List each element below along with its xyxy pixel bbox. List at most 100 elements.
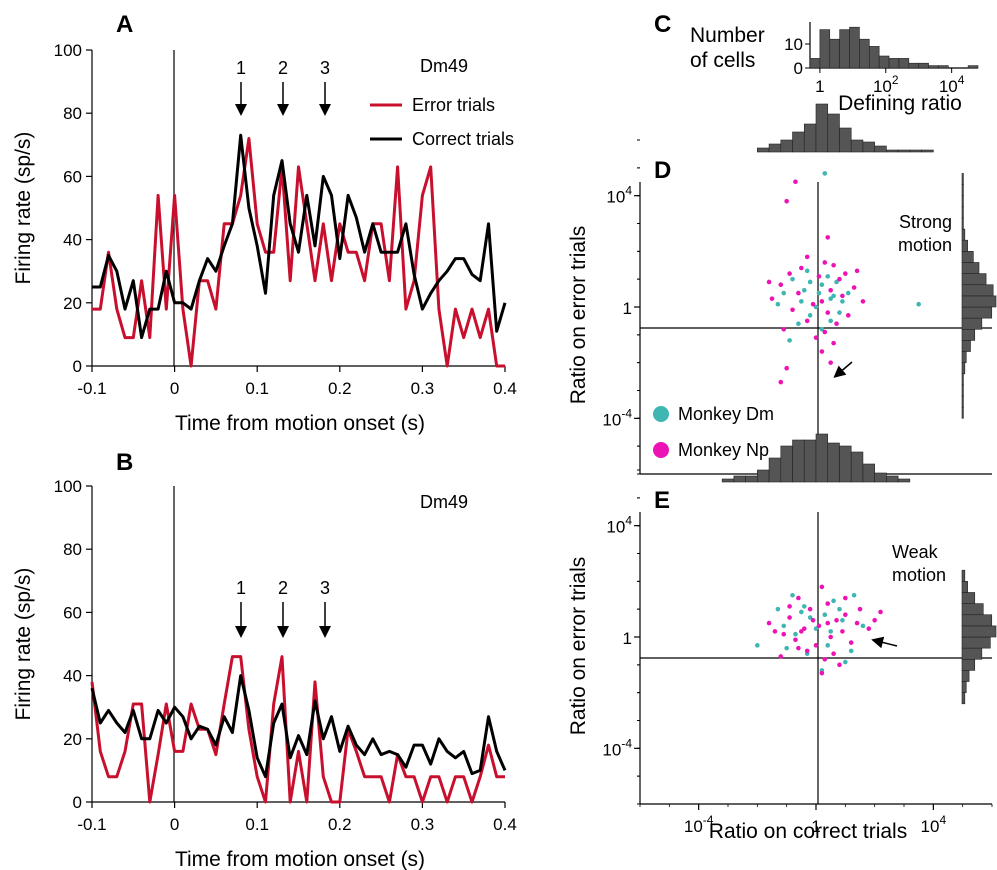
x-tick-label: 0: [170, 815, 179, 834]
histogram-bar: [961, 317, 983, 330]
np-point: [848, 640, 854, 645]
np-point: [790, 307, 795, 313]
histogram-bar: [961, 614, 993, 627]
np-point: [843, 612, 848, 618]
dm-point: [813, 304, 819, 310]
np-point: [810, 618, 816, 623]
panel-a-traces: [92, 133, 507, 368]
panel-a-letter: A: [116, 11, 133, 38]
np-point: [872, 618, 877, 623]
histogram-bar: [961, 603, 984, 616]
dm-point: [813, 626, 819, 631]
histogram-bar: [961, 384, 964, 397]
histogram-bar: [757, 469, 770, 483]
x-tick-label: 0.4: [493, 815, 517, 834]
dm-point: [804, 268, 810, 274]
histogram-bar: [757, 147, 770, 153]
histogram-bar: [862, 463, 875, 483]
np-point: [778, 379, 784, 385]
histogram-bar: [908, 62, 920, 69]
histogram-bar: [868, 46, 880, 69]
histogram-bar: [745, 475, 758, 483]
histogram-bar: [961, 658, 976, 671]
histogram-bar: [961, 295, 997, 308]
y-tick-label: 104: [606, 514, 632, 537]
histogram-bar: [803, 439, 817, 483]
np-point: [878, 609, 883, 615]
panel-a-y-label: Firing rate (sp/s): [12, 132, 35, 285]
panel-d-ticks: 10-4 1 104: [602, 139, 640, 475]
histogram-bar: [829, 38, 840, 69]
np-point: [831, 262, 836, 268]
dm-point: [916, 301, 921, 307]
y-tick-label: 80: [63, 104, 82, 123]
x-tick-label: 0.3: [411, 379, 435, 398]
np-point: [804, 648, 810, 654]
y-tick-label: 10-4: [602, 736, 632, 759]
panel-a-y-ticks: 0 20 40 60 80 100: [54, 41, 92, 376]
y-tick-label: 0: [794, 59, 803, 78]
histogram-bar: [938, 65, 949, 69]
arrow-label-3: 3: [320, 578, 330, 598]
histogram-bar: [768, 143, 782, 153]
panel-b-y-label: Firing rate (sp/s): [12, 568, 35, 721]
panel-b-letter: B: [116, 449, 133, 476]
histogram-bar: [961, 406, 964, 419]
histogram-bar: [839, 445, 852, 483]
histogram-bar: [961, 262, 980, 274]
histogram-bar: [921, 149, 934, 153]
arrow-label-1: 1: [236, 578, 246, 598]
histogram-bar: [850, 451, 864, 483]
x-tick-label: 0.2: [328, 379, 352, 398]
dm-point: [840, 299, 845, 304]
panel-d-y-label: Ratio on error trials: [567, 226, 590, 405]
y-tick-label: 40: [63, 667, 82, 686]
dm-point: [796, 321, 801, 327]
arrow-label-3: 3: [320, 58, 330, 78]
panel-a-x-ticks: -0.1 0 0.1 0.2 0.3 0.4: [77, 366, 517, 398]
dm-point: [848, 648, 854, 654]
np-point: [804, 318, 810, 324]
histogram-bar: [961, 251, 974, 263]
np-point: [854, 268, 860, 274]
x-tick-label: 0.1: [245, 815, 269, 834]
y-tick-label: 60: [63, 603, 82, 622]
legend-np-label: Monkey Np: [678, 440, 769, 460]
histogram-bar: [768, 457, 782, 483]
y-tick-label: 1: [623, 629, 632, 648]
panel-a-x-label: Time from motion onset (s): [175, 412, 425, 435]
dm-point: [845, 290, 851, 296]
panel-d-right-histogram: [961, 173, 997, 419]
np-point: [787, 604, 792, 609]
np-point: [796, 595, 801, 601]
dm-point: [837, 606, 842, 612]
dm-point: [860, 623, 866, 629]
dm-point: [801, 288, 807, 293]
np-point: [822, 656, 828, 662]
panel-d-note-line2: motion: [898, 235, 952, 255]
np-point: [816, 623, 822, 629]
dm-point: [831, 293, 836, 299]
dm-point: [840, 618, 845, 623]
histogram-bar: [961, 306, 993, 319]
panel-a-cell-id: Dm49: [420, 56, 468, 76]
panel-b-traces: [90, 655, 507, 804]
histogram-bar: [886, 149, 899, 153]
np-point: [825, 310, 831, 315]
dm-point: [801, 604, 807, 609]
np-point: [781, 631, 787, 637]
legend-np-swatch: [653, 442, 669, 458]
np-point: [834, 321, 839, 327]
x-tick-label: 0.3: [411, 815, 435, 834]
np-point: [866, 626, 872, 631]
dm-point: [828, 629, 833, 634]
histogram-bar: [815, 433, 829, 483]
x-tick-label: 0: [170, 379, 179, 398]
np-point: [819, 349, 825, 354]
correct-trials-line: [90, 674, 507, 779]
np-point: [807, 606, 813, 612]
panel-d: D 10-4 1 104 Strong motion Monkey Dm Monke…: [567, 103, 997, 475]
dm-point: [799, 299, 804, 304]
error-trials-line: [90, 655, 505, 804]
